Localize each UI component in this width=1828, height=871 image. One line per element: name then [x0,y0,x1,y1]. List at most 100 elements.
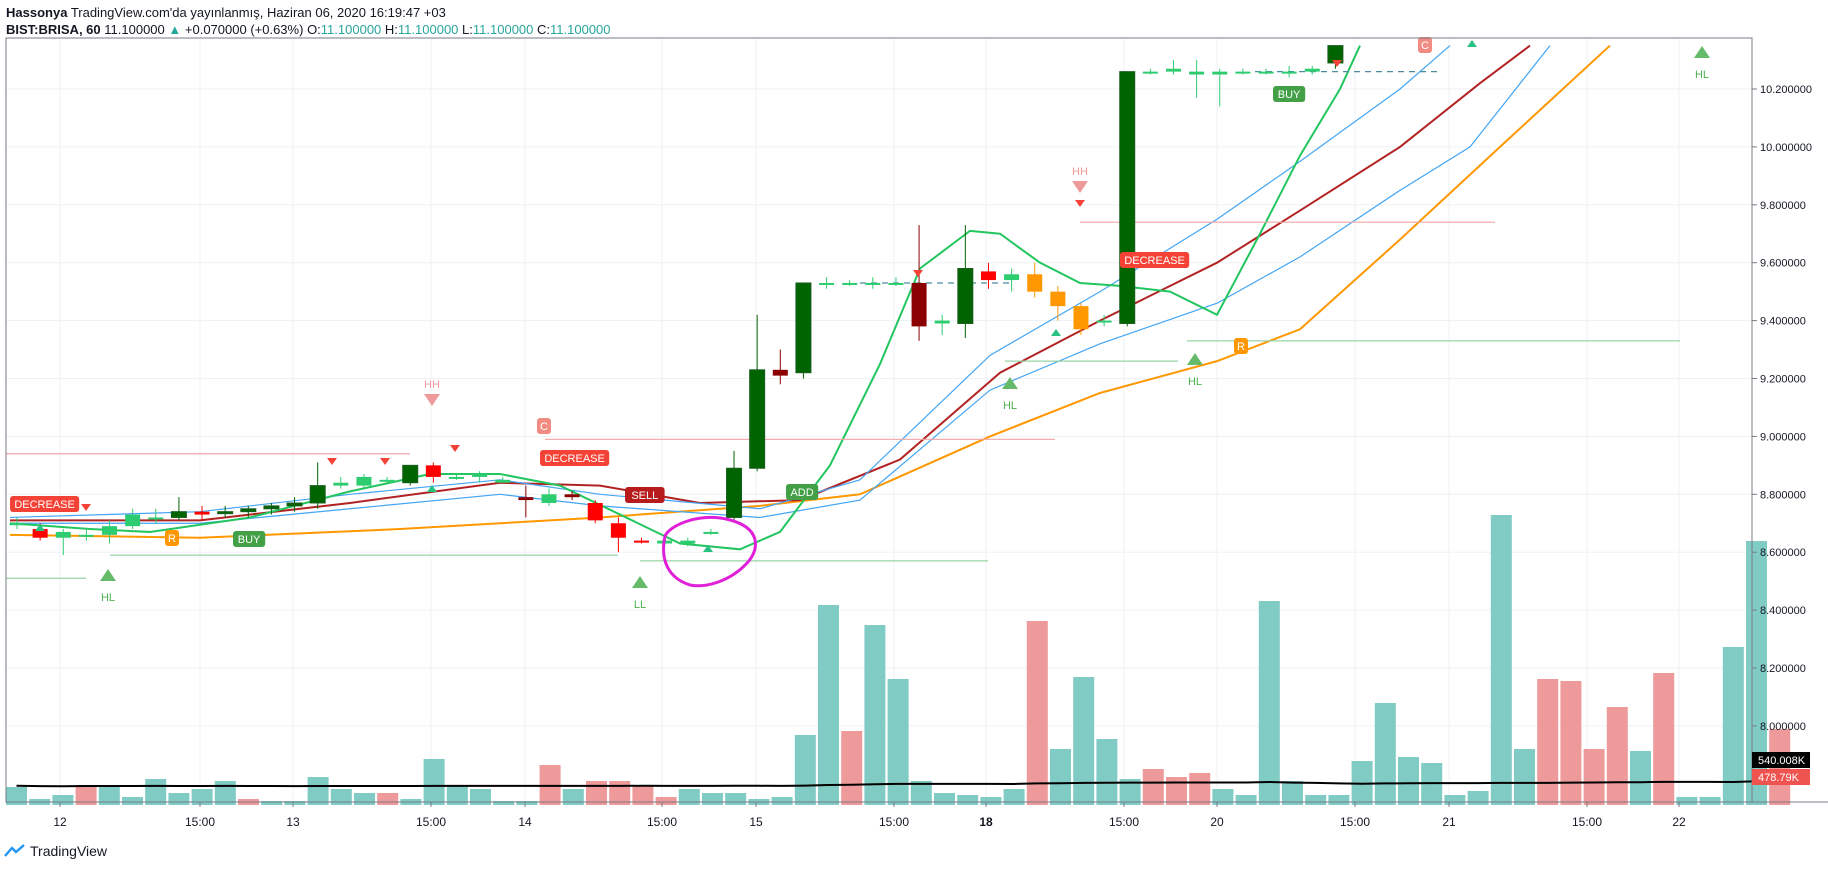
volume-bar [632,785,654,805]
signal-marker: HL [1694,46,1710,81]
volume-label-current: 540.008K [1758,755,1806,767]
publish-info: TradingView.com'da yayınlanmış, Haziran … [70,5,446,20]
candle-body [194,511,210,515]
volume-bar [980,797,1002,805]
volume-bar [1444,795,1466,805]
signal-label: R [168,533,176,545]
down-arrow-icon [913,270,923,277]
candle [934,314,950,336]
up-arrow-icon [703,545,713,552]
volume-bar [284,801,306,805]
candle-body [309,485,326,504]
volume-bar [6,787,27,805]
level-lines [6,71,1680,579]
candle-body [564,494,580,498]
x-tick-label: 12 [53,815,67,829]
candle-body [102,526,118,535]
band-lower-line [10,45,1551,524]
x-tick-label: 14 [518,815,532,829]
x-tick-label: 15:00 [416,815,446,829]
volume-bar [214,781,236,805]
y-tick-label: 8.000000 [1760,721,1806,733]
signal-marker: HH [424,379,440,406]
volume-bar [145,779,167,805]
x-tick-label: 15 [749,815,763,829]
signal-marker: HL [100,569,116,604]
volume-bar [307,777,329,805]
signal-marker: HH [1072,166,1088,193]
candle-body [78,534,94,537]
volume-bar [864,625,886,805]
candle [1027,262,1043,298]
candle-body [472,474,488,477]
candle-body [888,282,904,285]
candle [102,520,118,544]
signal-label: HL [1188,376,1202,388]
y-tick-label: 9.000000 [1760,431,1806,443]
volume-bar [1328,795,1350,805]
candle [634,537,650,544]
candle [148,508,164,524]
candle-body [9,523,25,526]
candle-body [518,497,534,501]
up-arrow-icon [427,485,437,492]
volume-bar [1235,795,1257,805]
volume-bar [1189,773,1211,805]
candle-body [170,511,187,518]
signal-label: DECREASE [1124,255,1185,267]
signal-label: BUY [238,534,261,546]
signal-marker: ADD [786,484,819,500]
signal-label: ADD [790,487,813,499]
candle [356,474,372,489]
volume-bar [1467,791,1489,805]
candle [55,529,71,556]
candle [541,488,557,506]
author-name: Hassonya [6,5,68,20]
up-triangle-icon [100,569,116,581]
candle-body [217,511,234,515]
candle-body [772,369,788,376]
up-arrow-icon [1051,329,1061,336]
candle-body [55,531,71,538]
down-triangle-icon [1072,181,1088,193]
x-tick-label: 21 [1442,815,1456,829]
candle [865,277,881,289]
candle-body [842,282,858,285]
signal-label: HH [424,379,440,391]
candle [680,537,696,547]
volume-bar [470,789,491,805]
candle [425,462,441,483]
chart-grid [6,38,1752,802]
volume-label-current-bg [1752,752,1810,768]
candle [125,508,141,530]
candle [1189,60,1205,98]
candle-body [703,531,719,534]
up-arrow-icon [35,524,45,531]
y-tick-label: 9.400000 [1760,316,1806,328]
candle-body [1281,71,1297,74]
signal-marker: R [165,530,179,546]
volume-bar [446,785,468,805]
signal-badge [165,530,179,546]
volume-bar [1305,795,1327,805]
volume-bar [122,797,143,805]
candle [448,474,464,480]
volume-bar [354,793,375,805]
signal-marker: DECREASE [540,450,610,466]
candle-body [125,514,141,527]
candle [703,529,719,535]
axes: 10.200000 10.000000 9.800000 9.600000 9.4000… [5,37,1828,829]
y-tick-label: 9.800000 [1760,200,1806,212]
y-tick-label: 9.200000 [1760,374,1806,386]
ema-orange-line [9,44,1611,539]
signal-label: BUY [1278,89,1301,101]
signal-marker: C [1418,37,1432,53]
x-tick-label: 15:00 [1109,815,1139,829]
candle [1327,45,1344,69]
y-tick-label: 8.200000 [1760,663,1806,675]
candle-body [1142,71,1158,74]
volume-bar [1398,757,1419,805]
y-tick-label: 8.800000 [1760,489,1806,501]
footer-brand[interactable]: TradingView [4,843,107,859]
